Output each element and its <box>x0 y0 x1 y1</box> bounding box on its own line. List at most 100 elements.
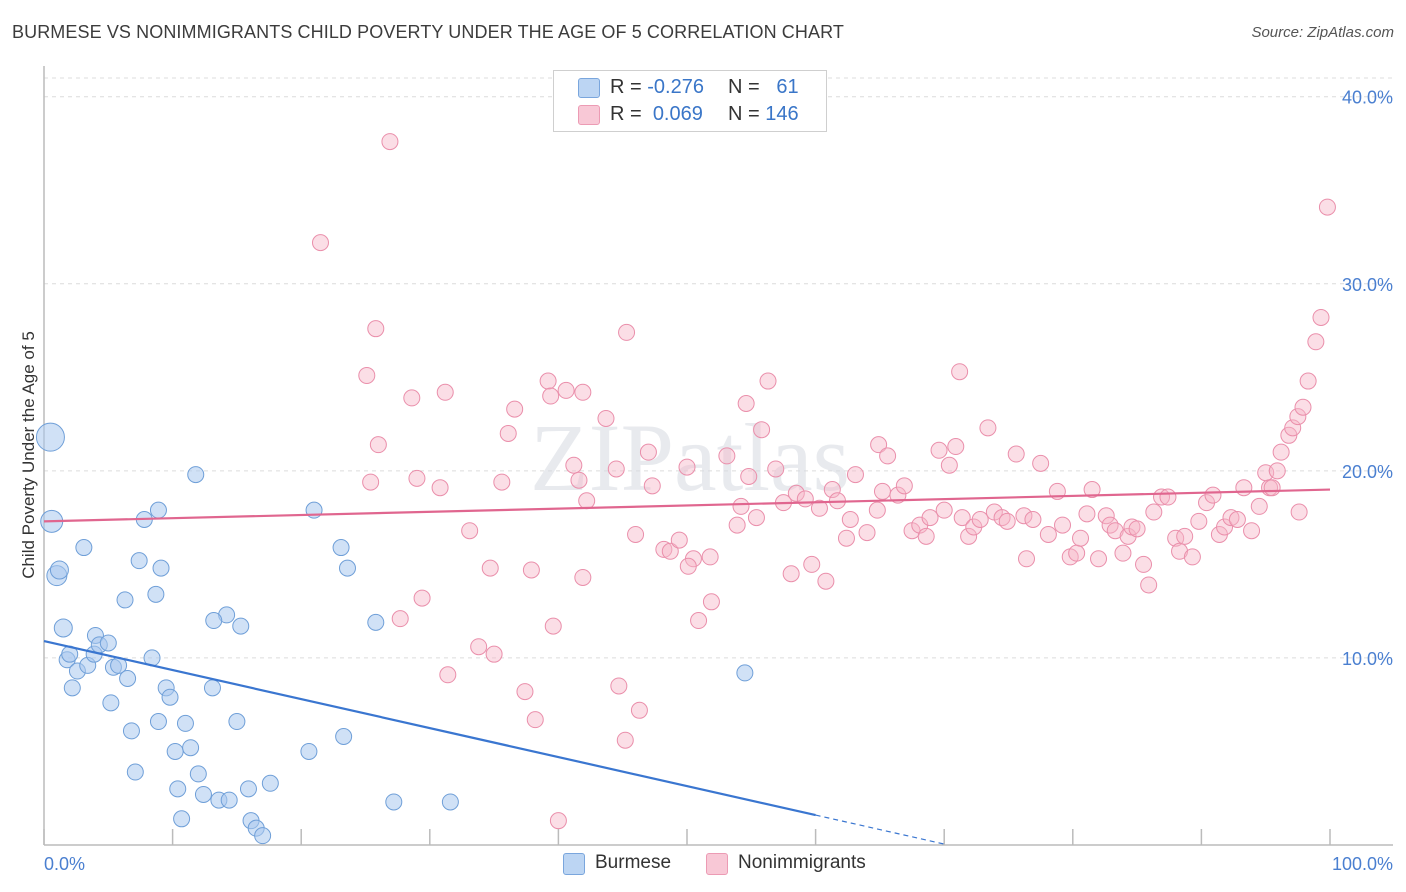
nonimmigrants-point <box>935 501 953 519</box>
burmese-point <box>228 713 246 731</box>
nonimmigrants-point <box>747 509 765 527</box>
burmese-point <box>161 688 179 706</box>
burmese-point <box>203 679 221 697</box>
nonimmigrants-point <box>846 466 864 484</box>
burmese-point <box>49 560 69 580</box>
burmese-point <box>182 739 200 757</box>
nonimmigrants-point <box>1159 488 1177 506</box>
nonimmigrants-point <box>679 557 697 575</box>
y-tick-label: 30.0% <box>1342 275 1393 295</box>
x-tick-label: 100.0% <box>1332 854 1393 874</box>
nonimmigrants-point <box>655 540 673 558</box>
nonimmigrants-point <box>493 473 511 491</box>
nonimmigrants-point <box>643 477 661 495</box>
burmese-point <box>254 827 272 845</box>
nonimmigrants-point <box>895 477 913 495</box>
nonimmigrants-point <box>557 381 575 399</box>
nonimmigrants-point <box>549 812 567 830</box>
nonimmigrants-point <box>574 568 592 586</box>
nonimmigrants-point <box>1318 198 1336 216</box>
y-tick-label: 40.0% <box>1342 88 1393 108</box>
legend-n-label: N = <box>728 103 760 125</box>
burmese-legend-label: Burmese <box>595 852 672 873</box>
nonimmigrants-point <box>1289 408 1307 426</box>
nonimmigrants-point <box>1106 522 1124 540</box>
nonimmigrants-point <box>1054 516 1072 534</box>
burmese-point <box>63 679 81 697</box>
burmese-point <box>75 539 93 557</box>
nonimmigrants-point <box>1128 520 1146 538</box>
burmese-point <box>385 793 403 811</box>
y-tick-label: 20.0% <box>1342 462 1393 482</box>
burmese-point <box>166 742 184 760</box>
nonimmigrants-point <box>1176 527 1194 545</box>
burmese-point <box>53 618 73 638</box>
nonimmigrants-point <box>1272 443 1290 461</box>
nonimmigrants-point <box>522 561 540 579</box>
burmese-point <box>261 774 279 792</box>
nonimmigrants-point <box>610 677 628 695</box>
grid-lines <box>44 77 1393 659</box>
nonimmigrants-point <box>670 531 688 549</box>
nonimmigrants-point <box>971 510 989 528</box>
nonimmigrants-point <box>1015 507 1033 525</box>
nonimmigrants-point <box>803 555 821 573</box>
nonimmigrants-point <box>951 363 969 381</box>
burmese-point <box>149 713 167 731</box>
burmese-trendline-extension <box>815 814 945 845</box>
legend-r-label: R = <box>610 76 642 98</box>
chart-title: BURMESE VS NONIMMIGRANTS CHILD POVERTY U… <box>12 22 844 42</box>
nonimmigrants-point <box>1243 522 1261 540</box>
nonimmigrants-point <box>618 323 636 341</box>
nonimmigrants-point <box>1018 550 1036 568</box>
burmese-point <box>332 539 350 557</box>
nonimmigrants-point <box>358 366 376 384</box>
nonimmigrants-point <box>690 612 708 630</box>
nonimmigrants-point <box>461 522 479 540</box>
burmese-points <box>35 422 754 845</box>
legend-n-value: 61 <box>776 76 799 98</box>
nonimmigrants-point <box>873 482 891 500</box>
nonimmigrants-point <box>362 473 380 491</box>
nonimmigrants-point <box>526 711 544 729</box>
nonimmigrants-point <box>1235 479 1253 497</box>
nonimmigrants-point <box>759 372 777 390</box>
nonimmigrants-point <box>737 395 755 413</box>
nonimmigrants-point <box>868 501 886 519</box>
nonimmigrants-point <box>732 497 750 515</box>
nonimmigrants-point <box>1114 544 1132 562</box>
nonimmigrants-point <box>1250 497 1268 515</box>
burmese-legend-icon <box>563 853 585 875</box>
nonimmigrants-point <box>879 447 897 465</box>
nonimmigrants-point <box>367 320 385 338</box>
legend-r-value: -0.276 <box>647 76 704 98</box>
nonimmigrants-point <box>1228 510 1246 528</box>
nonimmigrants-point <box>403 389 421 407</box>
nonimmigrants-point <box>1083 481 1101 499</box>
burmese-point <box>441 793 459 811</box>
nonimmigrants-point <box>616 731 634 749</box>
burmese-point <box>147 585 165 603</box>
burmese-point <box>99 634 117 652</box>
burmese-swatch <box>578 78 600 98</box>
nonimmigrants-point <box>1097 507 1115 525</box>
nonimmigrants-point <box>1135 555 1153 573</box>
burmese-point <box>220 791 238 809</box>
nonimmigrants-point <box>369 436 387 454</box>
nonimmigrants-point <box>570 471 588 489</box>
nonimmigrants-point <box>470 638 488 656</box>
nonimmigrants-point <box>841 510 859 528</box>
burmese-point <box>102 694 120 712</box>
burmese-point <box>205 612 223 630</box>
y-axis-label: Child Poverty Under the Age of 5 <box>19 331 38 579</box>
nonimmigrants-point <box>1032 454 1050 472</box>
burmese-point <box>176 714 194 732</box>
nonimmigrants-legend-icon <box>706 853 728 875</box>
nonimmigrants-point <box>1072 529 1090 547</box>
nonimmigrants-point <box>917 527 935 545</box>
nonimmigrants-point <box>960 527 978 545</box>
nonimmigrants-point <box>678 458 696 476</box>
nonimmigrants-legend-label: Nonimmigrants <box>738 852 866 873</box>
nonimmigrants-point <box>431 479 449 497</box>
nonimmigrants-swatch <box>578 105 600 125</box>
